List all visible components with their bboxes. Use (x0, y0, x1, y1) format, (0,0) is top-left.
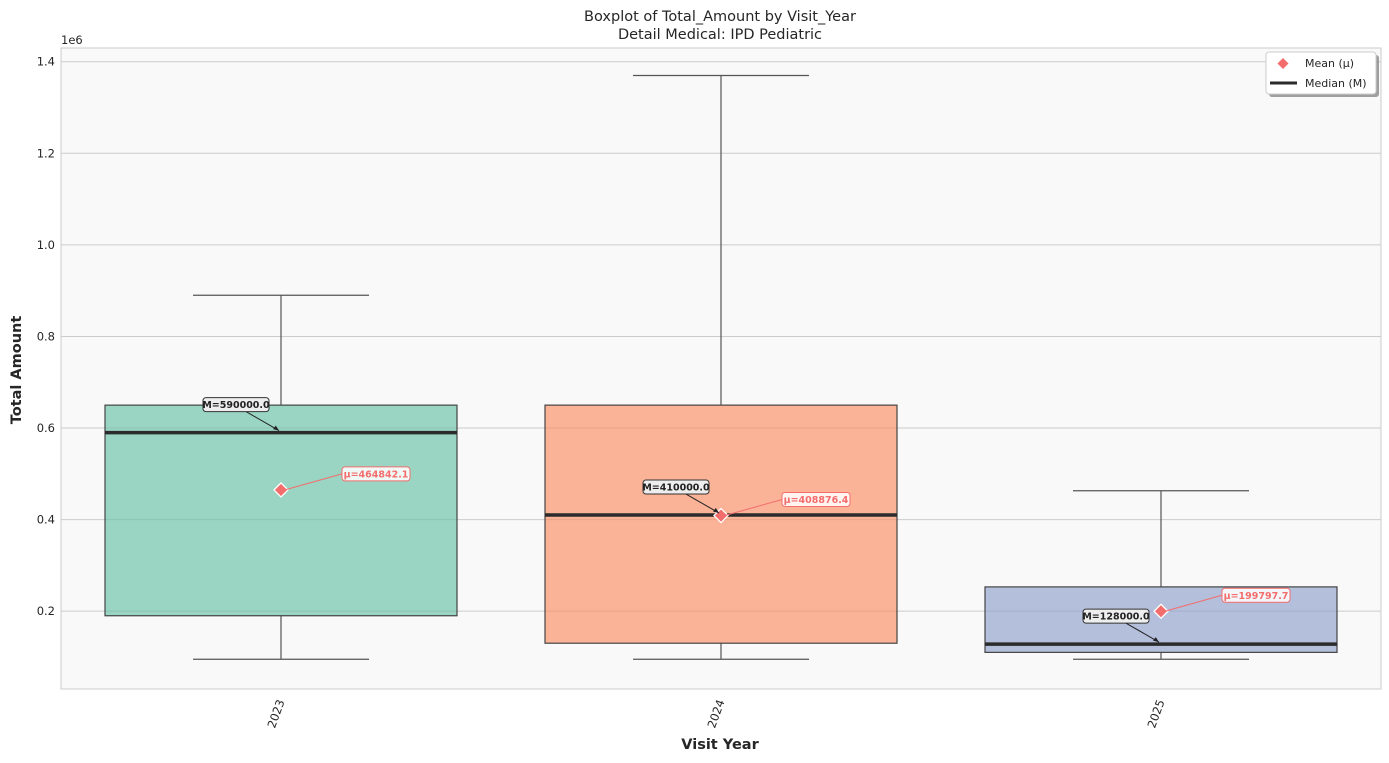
y-tick-label: 0.6 (37, 421, 55, 435)
mean-annotation-line (284, 473, 343, 491)
median-annotation-box (642, 479, 710, 495)
y-tick-label: 1.2 (37, 146, 55, 160)
legend: Mean (μ) Median (M) (1265, 51, 1379, 97)
mean-annotation-box (1221, 587, 1291, 603)
median-annotation-label: M=410000.0 (642, 483, 710, 494)
median-annotation-arrow (245, 411, 280, 432)
mean-marker (273, 481, 289, 498)
y-tick-label: 0.4 (37, 513, 55, 527)
x-axis-label: Visit Year (681, 737, 759, 753)
chart-title: Boxplot of Total_Amount by Visit_Year (584, 9, 856, 25)
mean-annotation-label: μ=199797.7 (1224, 591, 1289, 602)
annotations-layer: M=590000.0 μ=464842.1 M=410000.0 μ=408876.4… (202, 397, 1291, 643)
box-iqr (104, 404, 458, 617)
median-annotation-box (202, 397, 270, 413)
box-2024 (544, 74, 898, 660)
mean-annotation-line (1164, 594, 1223, 612)
y-tick-label: 0.8 (37, 329, 55, 343)
y-offset-label: 1e6 (61, 33, 83, 47)
boxes-layer (104, 74, 1338, 660)
median-annotation-arrowhead (273, 425, 279, 431)
y-axis-label: Total Amount (9, 316, 25, 425)
median-annotation-arrow (1125, 622, 1160, 643)
y-tick-label: 0.2 (37, 604, 55, 618)
mean-annotation-line (724, 499, 783, 517)
mean-annotation-box (781, 492, 851, 508)
mean-annotation-box (341, 466, 411, 482)
y-axis-ticks: 0.2 0.4 0.6 0.8 1.0 1.2 1.4 (37, 55, 55, 618)
chart-subtitle: Detail Medical: IPD Pediatric (618, 27, 822, 43)
mean-annotation-label: μ=408876.4 (784, 495, 849, 506)
mean-annotation-label: μ=464842.1 (344, 469, 409, 480)
box-2023 (104, 294, 458, 660)
median-annotation-box (1082, 608, 1150, 624)
mean-marker (1153, 603, 1169, 620)
y-tick-label: 1.0 (37, 238, 55, 252)
median-annotation-label: M=128000.0 (1082, 612, 1150, 623)
median-annotation-arrowhead (1153, 637, 1159, 643)
median-annotation-arrow (685, 493, 720, 514)
median-annotation-arrowhead (713, 508, 719, 514)
legend-mean-marker (1277, 58, 1289, 69)
legend-median-label: Median (M) (1305, 77, 1367, 90)
legend-mean-label: Mean (μ) (1305, 57, 1354, 70)
y-tick-label: 1.4 (37, 55, 55, 69)
median-annotation-label: M=590000.0 (202, 400, 270, 411)
box-iqr (544, 404, 898, 644)
